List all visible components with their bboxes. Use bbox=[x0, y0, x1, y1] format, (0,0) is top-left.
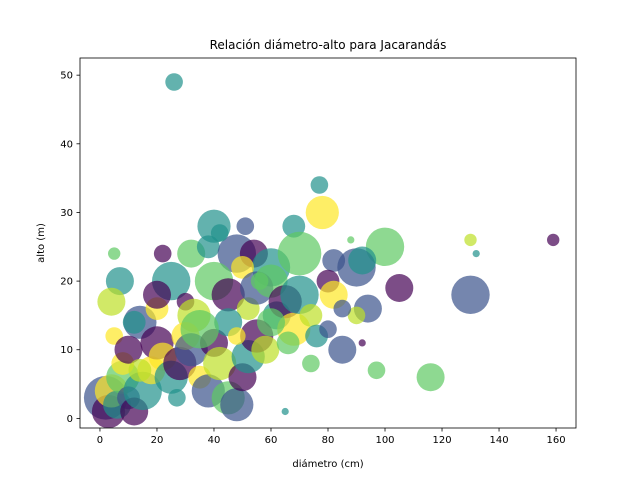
data-point-4 bbox=[236, 217, 255, 235]
y-tick-label: 20 bbox=[60, 277, 73, 288]
y-tick-label: 40 bbox=[60, 139, 73, 150]
data-point-28 bbox=[358, 339, 366, 347]
data-point-2 bbox=[305, 195, 339, 230]
data-point-77 bbox=[220, 388, 254, 422]
x-axis-ticks: 0 20 40 60 80 100 120 140 160 bbox=[97, 428, 566, 446]
data-point-88 bbox=[168, 389, 186, 407]
data-point-75 bbox=[203, 346, 237, 381]
data-point-27 bbox=[328, 335, 357, 364]
data-point-26 bbox=[367, 361, 386, 380]
x-tick-label: 140 bbox=[489, 435, 508, 446]
y-tick-label: 10 bbox=[60, 345, 73, 356]
chart-title: Relación diámetro-alto para Jacarandás bbox=[210, 38, 447, 52]
data-point-85 bbox=[143, 280, 171, 309]
data-point-64 bbox=[114, 335, 143, 364]
data-point-89 bbox=[210, 224, 229, 242]
data-point-53 bbox=[281, 407, 289, 416]
data-point-87 bbox=[122, 310, 146, 334]
y-tick-label: 0 bbox=[67, 414, 73, 425]
data-point-30 bbox=[97, 287, 126, 316]
data-point-10 bbox=[108, 247, 121, 260]
data-point-90 bbox=[250, 272, 269, 290]
data-point-12 bbox=[153, 244, 172, 263]
data-point-38 bbox=[211, 278, 245, 312]
y-tick-label: 30 bbox=[60, 208, 73, 219]
data-point-22 bbox=[385, 274, 414, 302]
y-tick-label: 50 bbox=[60, 71, 73, 82]
data-point-65 bbox=[128, 358, 152, 382]
data-point-9 bbox=[472, 250, 480, 258]
y-axis-ticks: 0 10 20 30 40 50 bbox=[60, 71, 80, 425]
x-tick-label: 120 bbox=[432, 435, 451, 446]
data-point-24 bbox=[451, 275, 490, 314]
data-point-86 bbox=[228, 327, 246, 345]
data-point-18 bbox=[277, 231, 322, 276]
data-point-0 bbox=[165, 73, 183, 91]
data-point-51 bbox=[333, 299, 352, 318]
x-tick-label: 100 bbox=[375, 435, 394, 446]
data-point-81 bbox=[251, 335, 280, 364]
x-tick-label: 60 bbox=[265, 435, 278, 446]
x-tick-label: 80 bbox=[322, 435, 335, 446]
data-point-93 bbox=[347, 236, 355, 244]
data-point-91 bbox=[276, 331, 300, 355]
x-tick-label: 160 bbox=[546, 435, 565, 446]
data-point-84 bbox=[180, 310, 219, 349]
data-point-7 bbox=[464, 233, 477, 247]
data-point-92 bbox=[319, 320, 337, 339]
data-point-14 bbox=[196, 235, 220, 259]
y-axis-label: alto (m) bbox=[36, 223, 47, 263]
data-point-8 bbox=[547, 233, 560, 247]
data-point-52 bbox=[302, 354, 320, 373]
data-point-1 bbox=[310, 176, 329, 194]
data-point-39 bbox=[231, 256, 254, 279]
data-point-21 bbox=[348, 246, 377, 275]
data-point-82 bbox=[257, 308, 285, 337]
x-tick-label: 20 bbox=[151, 435, 164, 446]
data-point-25 bbox=[416, 363, 445, 392]
data-point-29 bbox=[347, 306, 366, 325]
x-tick-label: 40 bbox=[208, 435, 221, 446]
points-layer bbox=[83, 73, 560, 428]
x-tick-label: 0 bbox=[97, 435, 103, 446]
data-point-47 bbox=[299, 304, 323, 327]
x-axis-label: diámetro (cm) bbox=[292, 458, 363, 470]
